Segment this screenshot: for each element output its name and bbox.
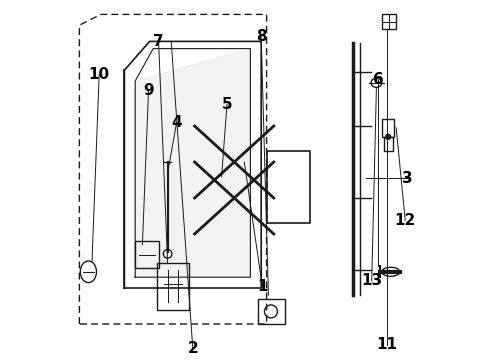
Circle shape xyxy=(385,134,391,140)
Bar xyxy=(382,14,396,29)
Text: 4: 4 xyxy=(172,115,182,130)
Text: 7: 7 xyxy=(153,34,164,49)
Polygon shape xyxy=(135,49,250,277)
Bar xyxy=(258,299,285,324)
Text: 6: 6 xyxy=(373,72,384,87)
Bar xyxy=(135,241,159,268)
Text: 3: 3 xyxy=(402,171,412,186)
Text: 10: 10 xyxy=(89,67,110,82)
Text: 9: 9 xyxy=(143,83,154,98)
Text: 5: 5 xyxy=(221,97,232,112)
Text: 12: 12 xyxy=(394,213,416,228)
Text: 1: 1 xyxy=(257,279,268,294)
Bar xyxy=(382,119,394,137)
Text: 11: 11 xyxy=(377,337,398,352)
Text: 2: 2 xyxy=(188,341,198,356)
Bar xyxy=(384,137,392,151)
Text: 13: 13 xyxy=(361,273,382,288)
Bar xyxy=(157,263,189,310)
Text: 8: 8 xyxy=(256,28,267,44)
